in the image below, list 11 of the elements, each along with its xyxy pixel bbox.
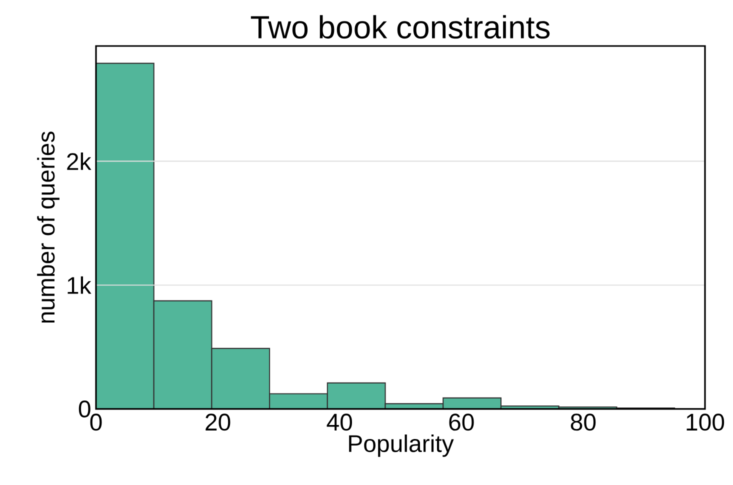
y-tick-label: 0 [78,400,90,418]
x-tick-label: 20 [206,414,230,431]
x-tick-label: 60 [449,414,474,431]
x-tick-label: 80 [570,414,596,431]
chart-title: Two book constraints [250,15,550,39]
x-tick-label: 100 [686,414,724,431]
x-tick-label: 40 [326,414,352,431]
y-tick-label: 1k [68,276,92,294]
y-axis-title: number of queries [37,132,60,323]
y-tick-label: 2k [67,152,92,170]
x-axis-title: Popularity [349,434,454,457]
